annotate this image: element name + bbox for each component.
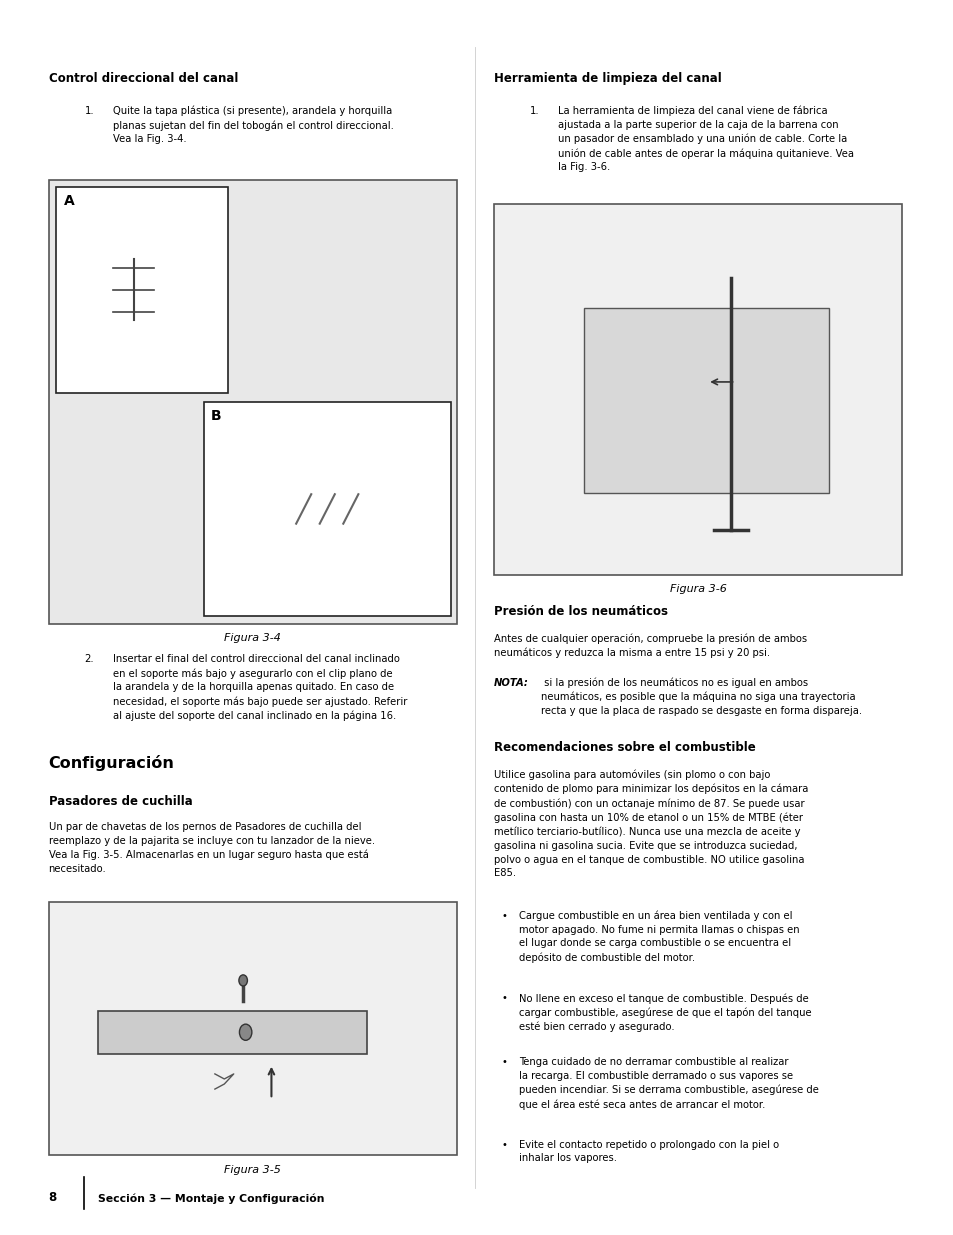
Text: Configuración: Configuración: [49, 755, 174, 771]
Text: Pasadores de cuchilla: Pasadores de cuchilla: [49, 795, 193, 809]
FancyBboxPatch shape: [494, 204, 902, 574]
Text: Utilice gasolina para automóviles (sin plomo o con bajo
contenido de plomo para : Utilice gasolina para automóviles (sin p…: [494, 769, 808, 878]
Text: 8: 8: [49, 1191, 57, 1204]
Text: •: •: [501, 993, 507, 1003]
Text: Tenga cuidado de no derramar combustible al realizar
la recarga. El combustible : Tenga cuidado de no derramar combustible…: [518, 1057, 818, 1109]
FancyBboxPatch shape: [56, 186, 228, 393]
Text: •: •: [501, 910, 507, 920]
Text: La herramienta de limpieza del canal viene de fábrica
ajustada a la parte superi: La herramienta de limpieza del canal vie…: [558, 106, 854, 173]
Text: 1.: 1.: [85, 106, 94, 116]
FancyBboxPatch shape: [97, 1010, 366, 1053]
Text: Figura 3-4: Figura 3-4: [224, 634, 281, 643]
Circle shape: [238, 974, 247, 986]
Text: 1.: 1.: [530, 106, 539, 116]
Text: Antes de cualquier operación, compruebe la presión de ambos
neumáticos y reduzca: Antes de cualquier operación, compruebe …: [494, 634, 806, 658]
Text: Evite el contacto repetido o prolongado con la piel o
inhalar los vapores.: Evite el contacto repetido o prolongado …: [518, 1140, 778, 1163]
Text: •: •: [501, 1140, 507, 1150]
Text: 2.: 2.: [85, 655, 94, 664]
Text: Un par de chavetas de los pernos de Pasadores de cuchilla del
reemplazo y de la : Un par de chavetas de los pernos de Pasa…: [49, 823, 375, 874]
Text: Sección 3 — Montaje y Configuración: Sección 3 — Montaje y Configuración: [97, 1193, 324, 1204]
Text: Insertar el final del control direccional del canal inclinado
en el soporte más : Insertar el final del control direcciona…: [112, 655, 407, 721]
Text: Cargue combustible en un área bien ventilada y con el
motor apagado. No fume ni : Cargue combustible en un área bien venti…: [518, 910, 799, 963]
Text: Herramienta de limpieza del canal: Herramienta de limpieza del canal: [494, 72, 721, 85]
Circle shape: [239, 1024, 252, 1040]
FancyBboxPatch shape: [49, 179, 456, 624]
FancyBboxPatch shape: [583, 308, 828, 493]
Text: si la presión de los neumáticos no es igual en ambos
neumáticos, es posible que : si la presión de los neumáticos no es ig…: [540, 678, 862, 716]
FancyBboxPatch shape: [49, 902, 456, 1155]
Text: A: A: [64, 194, 74, 209]
Text: Control direccional del canal: Control direccional del canal: [49, 72, 237, 85]
Text: NOTA:: NOTA:: [494, 678, 529, 688]
Text: B: B: [211, 409, 221, 422]
Text: No llene en exceso el tanque de combustible. Después de
cargar combustible, aseg: No llene en exceso el tanque de combusti…: [518, 993, 810, 1032]
Text: Recomendaciones sobre el combustible: Recomendaciones sobre el combustible: [494, 741, 755, 755]
Text: Figura 3-5: Figura 3-5: [224, 1165, 281, 1174]
Text: Figura 3-6: Figura 3-6: [669, 584, 726, 594]
Text: •: •: [501, 1057, 507, 1067]
Text: Quite la tapa plástica (si presente), arandela y horquilla
planas sujetan del fi: Quite la tapa plástica (si presente), ar…: [112, 106, 394, 144]
Text: Presión de los neumáticos: Presión de los neumáticos: [494, 605, 667, 619]
FancyBboxPatch shape: [203, 401, 451, 616]
